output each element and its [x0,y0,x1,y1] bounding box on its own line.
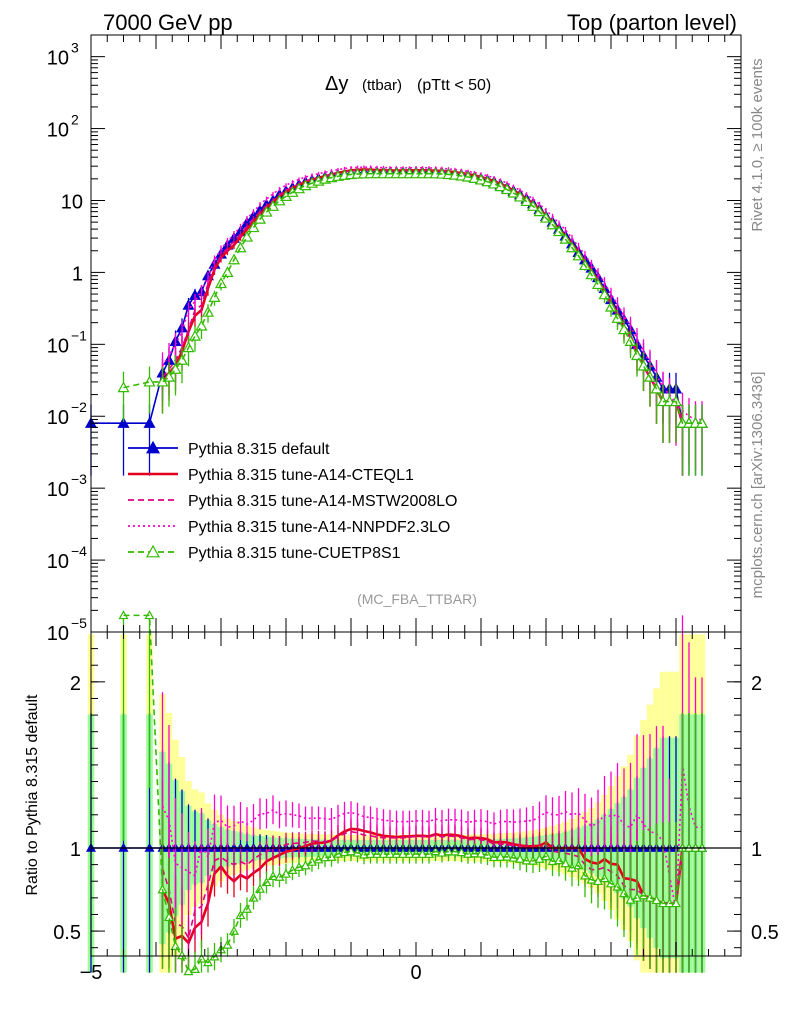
y-tick-exponent: −4 [71,543,87,559]
data-point [448,168,462,180]
data-point [195,319,208,331]
ratio-point [456,847,467,857]
ratio-uncertainty-bands [87,634,706,973]
legend-entry: Pythia 8.315 tune-A14-NNPDF2.3LO [128,519,450,536]
data-point [559,232,572,244]
data-point [143,375,156,387]
watermark: (MC_FBA_TTBAR) [357,591,477,607]
y-tick-label: 1 [72,263,83,285]
title-main: Δy [325,73,348,95]
data-point [598,288,611,300]
series-line [123,172,702,425]
x-tick-label: −5 [80,962,103,984]
ratio-point [170,940,181,950]
ratio-series-group [85,610,708,976]
title-sub: (ttbar) [362,77,402,94]
ratio-ylabel: Ratio to Pythia 8.315 default [24,694,41,896]
legend-entry: Pythia 8.315 tune-A14-CTEQL1 [128,467,414,484]
y-tick-exponent: 3 [71,40,79,56]
series-line [161,166,702,421]
main-series-group [84,165,709,476]
data-point [617,323,631,335]
ratio-y-tick-label: 0.5 [53,922,81,944]
y-tick-label: 10 [47,551,69,573]
ratio-y-tick-label: 1 [751,839,762,861]
y-tick-label: 10 [47,120,69,142]
legend-label: Pythia 8.315 tune-A14-MSTW2008LO [188,493,457,510]
ratio-y-tick-label: 2 [70,673,81,695]
ratio-point [196,953,207,963]
ratio-y-tick-label: 1 [70,839,81,861]
legend: Pythia 8.315 default Pythia 8.315 tune-A1… [128,440,457,562]
data-point [630,349,644,361]
ratio-point [176,950,188,960]
ratio-y-tick-label: 0.5 [751,922,779,944]
title-cut: (pTtt < 50) [417,77,491,94]
ratio-line [161,830,684,941]
series-1 [161,167,684,476]
rivet-label: Rivet 4.1.0, ≥ 100k events [749,58,766,231]
legend-label: Pythia 8.315 tune-A14-CTEQL1 [188,467,414,484]
data-point [221,266,234,278]
legend-entry: Pythia 8.315 default [128,440,330,458]
y-tick-label: 10 [47,407,69,429]
data-point [188,329,202,341]
y-tick-exponent: 2 [71,112,79,128]
ratio-y-tick-label: 2 [751,673,762,695]
y-tick-exponent: −5 [71,615,87,631]
mcplots-label: mcplots.cern.ch [arXiv:1306.3436] [749,372,766,599]
data-point [240,230,254,242]
y-tick-exponent: −1 [71,327,87,343]
data-point [169,363,182,374]
y-tick-exponent: −2 [71,399,87,415]
y-tick-label: 10 [47,335,69,357]
data-point [637,359,650,371]
ratio-series-4 [118,610,708,976]
legend-label: Pythia 8.315 tune-CUETP8S1 [188,545,401,562]
ratio-line [123,614,702,973]
y-tick-exponent: −3 [71,471,87,487]
data-point [234,241,247,253]
ratio-line [161,764,702,911]
y-tick-label: 10 [47,623,69,645]
legend-entry: Pythia 8.315 tune-A14-MSTW2008LO [128,493,457,510]
ratio-point [514,853,526,863]
series-2 [161,168,684,476]
legend-marker [145,544,161,558]
x-tick-label: 0 [410,962,421,984]
legend-entry: Pythia 8.315 tune-CUETP8S1 [128,544,401,562]
plot-title: Δy (ttbar) (pTtt < 50) [325,73,491,95]
header-left: 7000 GeV pp [103,10,233,35]
legend-label: Pythia 8.315 default [188,441,330,458]
y-tick-label: 10 [61,191,83,213]
y-tick-label: 10 [47,48,69,70]
header-right: Top (parton level) [567,10,737,35]
legend-label: Pythia 8.315 tune-A14-NNPDF2.3LO [188,519,450,536]
ratio-frame [90,631,742,957]
data-point [175,354,189,365]
legend-marker [145,440,161,454]
series-4 [117,167,709,476]
y-tick-label: 10 [47,479,69,501]
